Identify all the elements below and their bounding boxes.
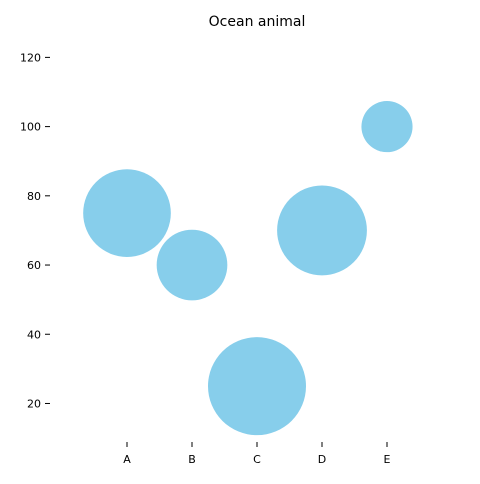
chart-title: Ocean animal [209,14,306,30]
y-tick-label: 40 [27,328,41,341]
y-tick-label: 20 [27,397,41,410]
bubble-d [277,186,367,276]
bubble-c [208,337,306,435]
y-axis: 20 40 60 80 100 120 [20,51,50,410]
y-tick-label: 100 [20,121,41,134]
x-axis: A B C D E [123,442,390,466]
x-tick-label: A [123,453,131,466]
x-tick-label: B [188,453,196,466]
bubble-a [83,169,171,257]
bubble-b [157,230,228,301]
x-tick-label: D [318,453,326,466]
x-tick-label: E [384,453,391,466]
bubble-e [361,101,412,152]
bubble-series [83,101,412,435]
x-tick-label: C [253,453,261,466]
y-tick-label: 120 [20,51,41,64]
y-tick-label: 80 [27,190,41,203]
y-tick-label: 60 [27,259,41,272]
